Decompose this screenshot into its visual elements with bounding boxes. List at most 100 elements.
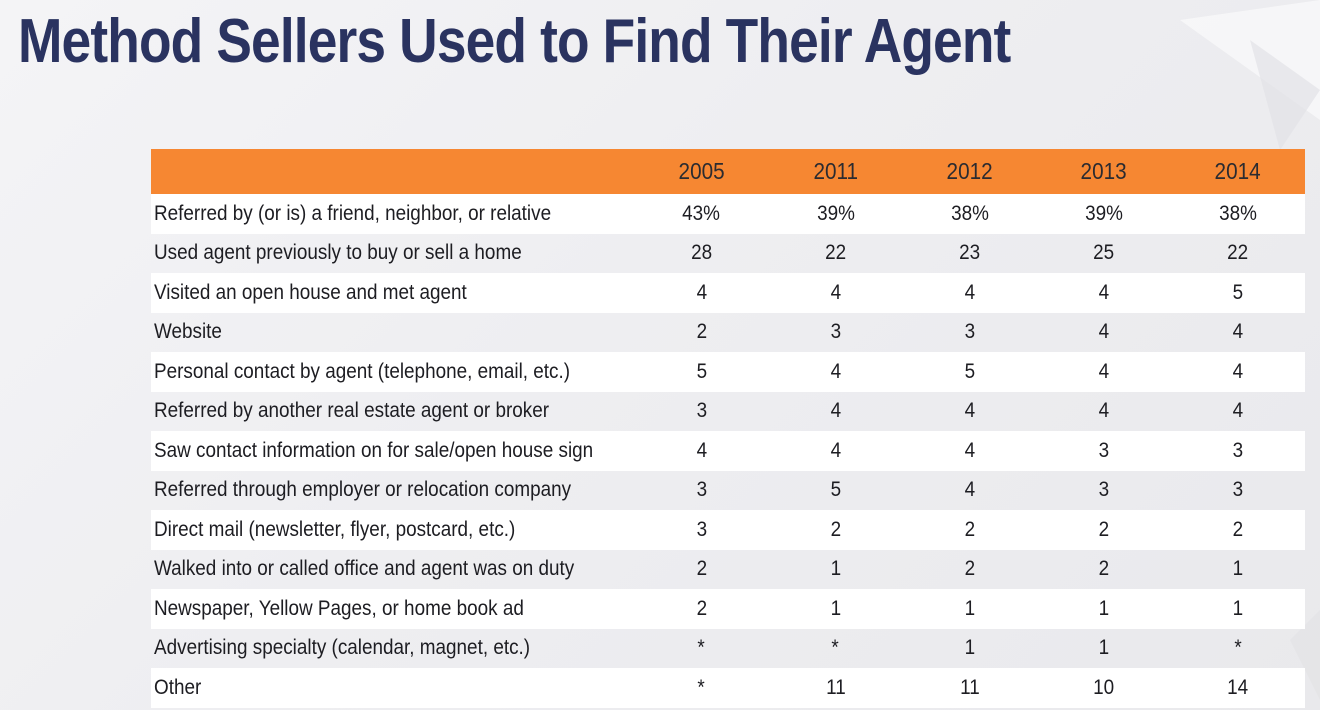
cell-2014: 5 <box>1232 280 1244 304</box>
table-row: Direct mail (newsletter, flyer, postcard… <box>151 510 1305 550</box>
cell-2012: 4 <box>964 438 975 462</box>
cell-2013: 4 <box>1098 359 1110 383</box>
cell-2005: * <box>697 636 706 660</box>
cell-2011: 39% <box>816 201 855 225</box>
table-row: Newspaper, Yellow Pages, or home book ad… <box>151 589 1305 629</box>
cell-2013: 3 <box>1098 438 1110 462</box>
cell-2012: 5 <box>964 359 975 383</box>
table-row: Other * 11 11 10 14 <box>151 668 1305 708</box>
row-label: Other <box>154 675 202 699</box>
cell-2014: 1 <box>1232 557 1244 581</box>
cell-2014: 4 <box>1232 359 1244 383</box>
cell-2014: 22 <box>1227 241 1249 265</box>
cell-2014: 14 <box>1227 675 1249 699</box>
column-header-2013: 2013 <box>1080 158 1127 184</box>
row-label: Referred through employer or relocation … <box>154 478 572 502</box>
cell-2013: 4 <box>1098 280 1110 304</box>
row-label: Personal contact by agent (telephone, em… <box>154 359 571 383</box>
cell-2012: 11 <box>959 675 980 699</box>
cell-2013: 1 <box>1098 636 1110 660</box>
row-label: Newspaper, Yellow Pages, or home book ad <box>154 596 524 620</box>
row-label: Visited an open house and met agent <box>154 280 467 304</box>
cell-2013: 25 <box>1093 241 1115 265</box>
cell-2005: 3 <box>696 478 707 502</box>
cell-2005: 2 <box>696 596 707 620</box>
cell-2005: 2 <box>696 320 707 344</box>
cell-2014: * <box>1234 636 1242 660</box>
cell-2005: 3 <box>696 399 707 423</box>
row-label: Walked into or called office and agent w… <box>154 557 575 581</box>
table-row: Visited an open house and met agent 4 4 4 4 5 <box>151 273 1305 313</box>
page-title: Method Sellers Used to Find Their Agent <box>18 7 1011 76</box>
cell-2014: 3 <box>1232 478 1244 502</box>
column-header-2012: 2012 <box>946 158 993 184</box>
cell-2013: 4 <box>1098 320 1110 344</box>
cell-2014: 2 <box>1232 517 1244 541</box>
cell-2012: 3 <box>964 320 975 344</box>
row-label: Direct mail (newsletter, flyer, postcard… <box>154 517 516 541</box>
table-row: Referred by (or is) a friend, neighbor, … <box>151 194 1305 234</box>
cell-2014: 4 <box>1232 399 1244 423</box>
table-row: Website 2 3 3 4 4 <box>151 313 1305 353</box>
cell-2012: 1 <box>964 636 975 660</box>
column-header-2005: 2005 <box>678 158 725 184</box>
cell-2012: 4 <box>964 399 975 423</box>
cell-2011: 22 <box>825 241 847 265</box>
cell-2005: 5 <box>696 359 707 383</box>
cell-2014: 4 <box>1232 320 1244 344</box>
cell-2012: 2 <box>964 517 975 541</box>
cell-2011: 4 <box>830 359 841 383</box>
cell-2012: 1 <box>964 596 975 620</box>
cell-2011: * <box>831 636 840 660</box>
table-row: Personal contact by agent (telephone, em… <box>151 352 1305 392</box>
cell-2014: 38% <box>1219 201 1257 225</box>
cell-2011: 11 <box>825 675 846 699</box>
table-row: Walked into or called office and agent w… <box>151 550 1305 590</box>
cell-2013: 2 <box>1098 557 1110 581</box>
cell-2011: 5 <box>830 478 841 502</box>
table-header-row: 2005 2011 2012 2013 2014 <box>151 149 1305 194</box>
table-row: Advertising specialty (calendar, magnet,… <box>151 629 1305 669</box>
cell-2013: 1 <box>1098 596 1110 620</box>
cell-2005: 4 <box>696 280 707 304</box>
row-label: Saw contact information on for sale/open… <box>154 438 594 462</box>
cell-2013: 3 <box>1098 478 1110 502</box>
row-label: Referred by another real estate agent or… <box>154 399 550 423</box>
row-label: Advertising specialty (calendar, magnet,… <box>154 636 531 660</box>
header-corner-cell <box>151 149 634 194</box>
cell-2013: 2 <box>1098 517 1110 541</box>
cell-2005: 28 <box>690 241 712 265</box>
cell-2011: 1 <box>830 596 841 620</box>
cell-2005: 4 <box>696 438 707 462</box>
cell-2011: 4 <box>830 438 841 462</box>
cell-2012: 4 <box>964 478 975 502</box>
row-label: Website <box>154 320 222 344</box>
cell-2005: 3 <box>696 517 707 541</box>
seller-methods-table: 2005 2011 2012 2013 2014 Referred by (or is)… <box>151 149 1305 708</box>
row-label: Used agent previously to buy or sell a h… <box>154 241 522 265</box>
table-row: Referred through employer or relocation … <box>151 471 1305 511</box>
cell-2014: 1 <box>1232 596 1244 620</box>
table-row: Used agent previously to buy or sell a h… <box>151 234 1305 274</box>
row-label: Referred by (or is) a friend, neighbor, … <box>154 201 552 225</box>
column-header-2011: 2011 <box>813 158 858 184</box>
table-row: Saw contact information on for sale/open… <box>151 431 1305 471</box>
cell-2005: 43% <box>682 201 721 225</box>
cell-2011: 4 <box>830 280 841 304</box>
cell-2012: 4 <box>964 280 975 304</box>
cell-2012: 38% <box>950 201 989 225</box>
cell-2005: 2 <box>696 557 707 581</box>
cell-2012: 23 <box>959 241 981 265</box>
cell-2013: 39% <box>1084 201 1123 225</box>
cell-2013: 10 <box>1093 675 1115 699</box>
cell-2011: 3 <box>830 320 841 344</box>
cell-2005: * <box>697 675 706 699</box>
cell-2011: 2 <box>830 517 841 541</box>
cell-2011: 1 <box>830 557 841 581</box>
table-body: Referred by (or is) a friend, neighbor, … <box>151 194 1305 708</box>
cell-2013: 4 <box>1098 399 1110 423</box>
cell-2012: 2 <box>964 557 975 581</box>
column-header-2014: 2014 <box>1214 158 1261 184</box>
cell-2014: 3 <box>1232 438 1244 462</box>
cell-2011: 4 <box>830 399 841 423</box>
